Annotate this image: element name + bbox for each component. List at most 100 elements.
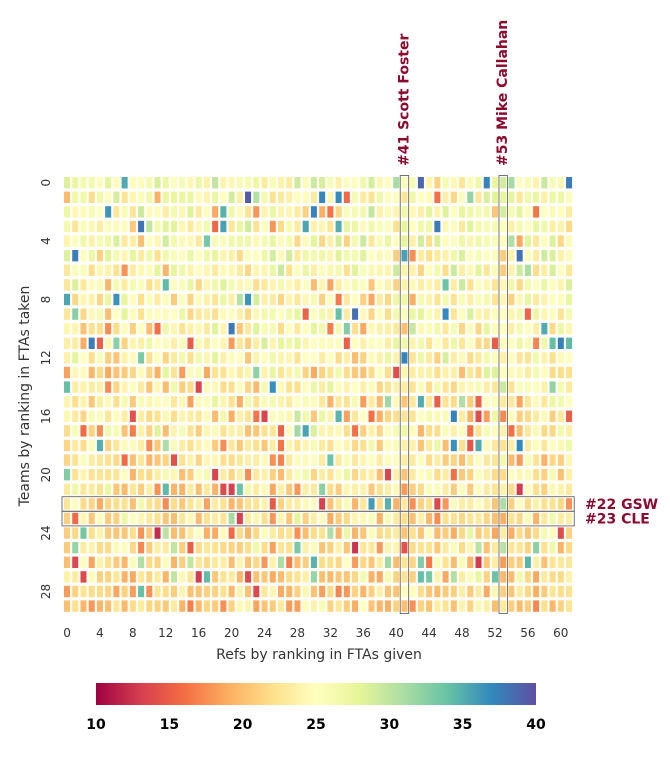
heatmap-cell [121, 556, 128, 568]
heatmap-cell [549, 498, 556, 510]
heatmap-cell [310, 177, 317, 189]
heatmap-cell [327, 337, 334, 349]
heatmap-cell [426, 293, 433, 306]
heatmap-cell [491, 352, 498, 364]
heatmap-cell [138, 498, 145, 510]
heatmap-cell [409, 425, 416, 437]
heatmap-cell [434, 454, 441, 466]
heatmap-cell [88, 279, 95, 291]
heatmap-cell [467, 220, 474, 233]
heatmap-cell [121, 293, 128, 306]
heatmap-cell [516, 191, 523, 203]
heatmap-cell [179, 410, 186, 422]
heatmap-cell [376, 498, 383, 510]
heatmap-cell [343, 585, 350, 598]
heatmap-cell [327, 600, 334, 612]
heatmap-cell [310, 454, 317, 466]
heatmap-cell [187, 600, 194, 612]
heatmap-cell [170, 600, 178, 612]
heatmap-cell [549, 600, 556, 612]
heatmap-cell [121, 177, 128, 189]
heatmap-cell [154, 308, 161, 320]
heatmap-cell [384, 220, 391, 233]
heatmap-cell [360, 264, 367, 276]
heatmap-cell [138, 220, 145, 233]
heatmap-cell [524, 527, 531, 539]
colorbar-tick-label: 40 [526, 717, 546, 733]
heatmap-cell [277, 542, 285, 554]
heatmap-cell [368, 250, 375, 262]
heatmap-cell [549, 381, 556, 393]
heatmap-cell [524, 425, 531, 437]
heatmap-cell [80, 206, 87, 218]
heatmap-cell [146, 191, 153, 203]
heatmap-cell [170, 235, 178, 247]
heatmap-cell [426, 250, 433, 262]
heatmap-cell [549, 352, 556, 364]
heatmap-cell [541, 381, 548, 393]
heatmap-cell [269, 279, 276, 291]
heatmap-cell [236, 454, 243, 466]
heatmap-cell [80, 512, 87, 525]
heatmap-cell [393, 220, 400, 233]
heatmap-cell [475, 191, 482, 203]
heatmap-cell [343, 220, 350, 233]
heatmap-cell [113, 308, 120, 320]
heatmap-cell [302, 527, 309, 539]
heatmap-cell [557, 600, 564, 612]
heatmap-cell [368, 454, 375, 466]
heatmap-cell [319, 279, 326, 291]
heatmap-cell [557, 498, 564, 510]
heatmap-cell [245, 323, 252, 335]
heatmap-cell [105, 264, 112, 276]
heatmap-cell [442, 585, 449, 598]
heatmap-cell [277, 410, 285, 422]
heatmap-cell [508, 323, 515, 335]
heatmap-cell [483, 279, 490, 291]
heatmap-cell [360, 293, 367, 306]
heatmap-cell [236, 396, 243, 408]
heatmap-cell [434, 483, 441, 495]
heatmap-cell [557, 571, 564, 583]
heatmap-cell [294, 410, 301, 422]
heatmap-cell [450, 425, 457, 437]
heatmap-cell [319, 177, 326, 189]
heatmap-cell [442, 483, 449, 495]
heatmap-cell [360, 220, 367, 233]
heatmap-cell [212, 308, 219, 320]
heatmap-cell [277, 498, 285, 510]
heatmap-cell [533, 527, 540, 539]
x-tick-label: 28 [290, 626, 305, 640]
heatmap-cell [302, 206, 309, 218]
heatmap-cell [566, 600, 573, 612]
heatmap-cell [195, 498, 202, 510]
heatmap-cell [566, 293, 573, 306]
heatmap-cell [475, 527, 482, 539]
heatmap-cell [508, 483, 515, 495]
heatmap-cell [500, 293, 507, 306]
heatmap-cell [360, 600, 367, 612]
heatmap-cell [524, 235, 531, 247]
heatmap-cell [401, 425, 408, 437]
heatmap-cell [277, 381, 285, 393]
heatmap-cell [154, 381, 161, 393]
heatmap-cell [236, 308, 243, 320]
heatmap-cell [80, 498, 87, 510]
heatmap-cell [269, 396, 276, 408]
heatmap-cell [113, 542, 120, 554]
heatmap-cell [508, 498, 515, 510]
heatmap-cell [203, 556, 210, 568]
heatmap-cell [541, 250, 548, 262]
heatmap-cell [138, 352, 145, 364]
heatmap-cell [557, 264, 564, 276]
heatmap-cell [533, 483, 540, 495]
heatmap-cell [212, 279, 219, 291]
heatmap-cell [187, 250, 194, 262]
heatmap-cell [220, 483, 227, 495]
heatmap-cell [393, 512, 400, 525]
heatmap-cell [549, 366, 556, 379]
heatmap-cell [450, 352, 457, 364]
heatmap-cell [129, 396, 136, 408]
heatmap-cell [343, 264, 350, 276]
heatmap-cell [113, 396, 120, 408]
